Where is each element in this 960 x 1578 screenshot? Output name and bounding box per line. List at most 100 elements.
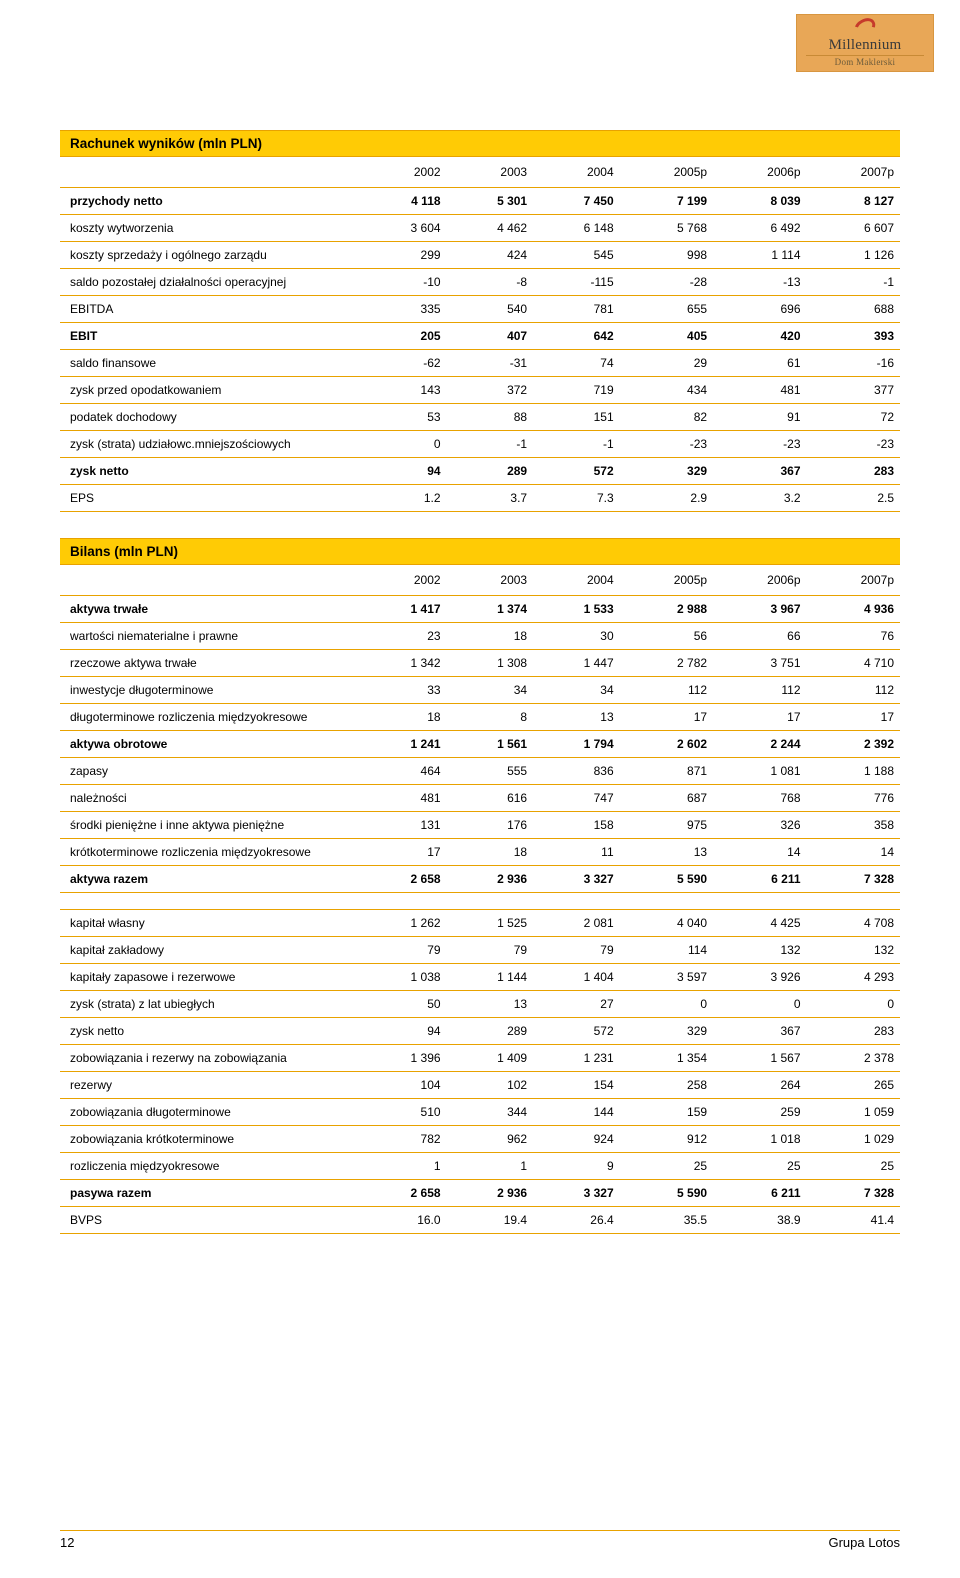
cell-value: 4 462 bbox=[447, 215, 534, 242]
cell-value: 1 533 bbox=[533, 596, 620, 623]
cell-value: 283 bbox=[807, 1018, 900, 1045]
page-number: 12 bbox=[60, 1535, 74, 1550]
cell-value: 112 bbox=[620, 677, 713, 704]
cell-value: 50 bbox=[360, 991, 447, 1018]
cell-value: 2 081 bbox=[533, 910, 620, 937]
cell-value: 25 bbox=[807, 1153, 900, 1180]
cell-value: 132 bbox=[807, 937, 900, 964]
table-row: długoterminowe rozliczenia międzyokresow… bbox=[60, 704, 900, 731]
cell-value: 4 710 bbox=[807, 650, 900, 677]
cell-value: 836 bbox=[533, 758, 620, 785]
cell-value: 283 bbox=[807, 458, 900, 485]
cell-value: 14 bbox=[713, 839, 806, 866]
cell-value: -23 bbox=[620, 431, 713, 458]
cell-value: 1 144 bbox=[447, 964, 534, 991]
cell-value: 1 417 bbox=[360, 596, 447, 623]
cell-value: 35.5 bbox=[620, 1207, 713, 1234]
table-row: zysk (strata) udziałowc.mniejszościowych… bbox=[60, 431, 900, 458]
row-label: pasywa razem bbox=[60, 1180, 360, 1207]
financial-table-0: Rachunek wyników (mln PLN)20022003200420… bbox=[60, 130, 900, 512]
cell-value: 154 bbox=[533, 1072, 620, 1099]
cell-value: 696 bbox=[713, 296, 806, 323]
cell-value: 2 244 bbox=[713, 731, 806, 758]
brand-logo-box: Millennium Dom Maklerski bbox=[796, 14, 934, 72]
cell-value: 33 bbox=[360, 677, 447, 704]
column-header: 2002 bbox=[360, 157, 447, 188]
row-label: BVPS bbox=[60, 1207, 360, 1234]
cell-value: 38.9 bbox=[713, 1207, 806, 1234]
table-row: środki pieniężne i inne aktywa pieniężne… bbox=[60, 812, 900, 839]
cell-value: 1 038 bbox=[360, 964, 447, 991]
cell-value: 1 231 bbox=[533, 1045, 620, 1072]
cell-value: 655 bbox=[620, 296, 713, 323]
table-row: saldo finansowe-62-31742961-16 bbox=[60, 350, 900, 377]
cell-value: 1 241 bbox=[360, 731, 447, 758]
cell-value: 1 029 bbox=[807, 1126, 900, 1153]
row-label: kapitał własny bbox=[60, 910, 360, 937]
cell-value: -115 bbox=[533, 269, 620, 296]
cell-value: 3 327 bbox=[533, 1180, 620, 1207]
cell-value: 258 bbox=[620, 1072, 713, 1099]
cell-value: 17 bbox=[620, 704, 713, 731]
cell-value: 998 bbox=[620, 242, 713, 269]
cell-value: 420 bbox=[713, 323, 806, 350]
cell-value: 5 590 bbox=[620, 866, 713, 893]
row-label: podatek dochodowy bbox=[60, 404, 360, 431]
cell-value: 424 bbox=[447, 242, 534, 269]
cell-value: 91 bbox=[713, 404, 806, 431]
cell-value: 1 188 bbox=[807, 758, 900, 785]
row-label: zobowiązania krótkoterminowe bbox=[60, 1126, 360, 1153]
cell-value: 18 bbox=[447, 839, 534, 866]
table-row: należności481616747687768776 bbox=[60, 785, 900, 812]
cell-value: 8 bbox=[447, 704, 534, 731]
financial-table-1: Bilans (mln PLN)2002200320042005p2006p20… bbox=[60, 538, 900, 1234]
cell-value: -28 bbox=[620, 269, 713, 296]
table-row: EBITDA335540781655696688 bbox=[60, 296, 900, 323]
cell-value: 781 bbox=[533, 296, 620, 323]
logo-subtitle-text: Dom Maklerski bbox=[835, 57, 896, 67]
table-title: Bilans (mln PLN) bbox=[60, 539, 900, 565]
row-label: krótkoterminowe rozliczenia międzyokreso… bbox=[60, 839, 360, 866]
cell-value: 1 018 bbox=[713, 1126, 806, 1153]
cell-value: 329 bbox=[620, 458, 713, 485]
cell-value: 74 bbox=[533, 350, 620, 377]
column-header: 2007p bbox=[807, 157, 900, 188]
cell-value: 13 bbox=[620, 839, 713, 866]
cell-value: 1 bbox=[360, 1153, 447, 1180]
row-label: kapitały zapasowe i rezerwowe bbox=[60, 964, 360, 991]
cell-value: 3 597 bbox=[620, 964, 713, 991]
cell-value: 1.2 bbox=[360, 485, 447, 512]
cell-value: 158 bbox=[533, 812, 620, 839]
cell-value: 2 936 bbox=[447, 866, 534, 893]
cell-value: 1 354 bbox=[620, 1045, 713, 1072]
cell-value: 1 114 bbox=[713, 242, 806, 269]
row-label: rozliczenia międzyokresowe bbox=[60, 1153, 360, 1180]
table-title: Rachunek wyników (mln PLN) bbox=[60, 131, 900, 157]
cell-value: 2.9 bbox=[620, 485, 713, 512]
cell-value: 510 bbox=[360, 1099, 447, 1126]
cell-value: 132 bbox=[713, 937, 806, 964]
row-label: należności bbox=[60, 785, 360, 812]
cell-value: 1 404 bbox=[533, 964, 620, 991]
cell-value: 405 bbox=[620, 323, 713, 350]
cell-value: 3.2 bbox=[713, 485, 806, 512]
page-content: Rachunek wyników (mln PLN)20022003200420… bbox=[0, 0, 960, 1234]
cell-value: 555 bbox=[447, 758, 534, 785]
row-label: zysk netto bbox=[60, 1018, 360, 1045]
column-header: 2006p bbox=[713, 157, 806, 188]
cell-value: 144 bbox=[533, 1099, 620, 1126]
cell-value: 25 bbox=[620, 1153, 713, 1180]
column-header: 2005p bbox=[620, 565, 713, 596]
row-label: rezerwy bbox=[60, 1072, 360, 1099]
cell-value: 358 bbox=[807, 812, 900, 839]
cell-value: 0 bbox=[360, 431, 447, 458]
cell-value: 299 bbox=[360, 242, 447, 269]
cell-value: 7 328 bbox=[807, 866, 900, 893]
column-header: 2007p bbox=[807, 565, 900, 596]
column-header: 2004 bbox=[533, 157, 620, 188]
cell-value: 2.5 bbox=[807, 485, 900, 512]
cell-value: 4 293 bbox=[807, 964, 900, 991]
table-row: zobowiązania długoterminowe5103441441592… bbox=[60, 1099, 900, 1126]
cell-value: 1 794 bbox=[533, 731, 620, 758]
cell-value: 102 bbox=[447, 1072, 534, 1099]
